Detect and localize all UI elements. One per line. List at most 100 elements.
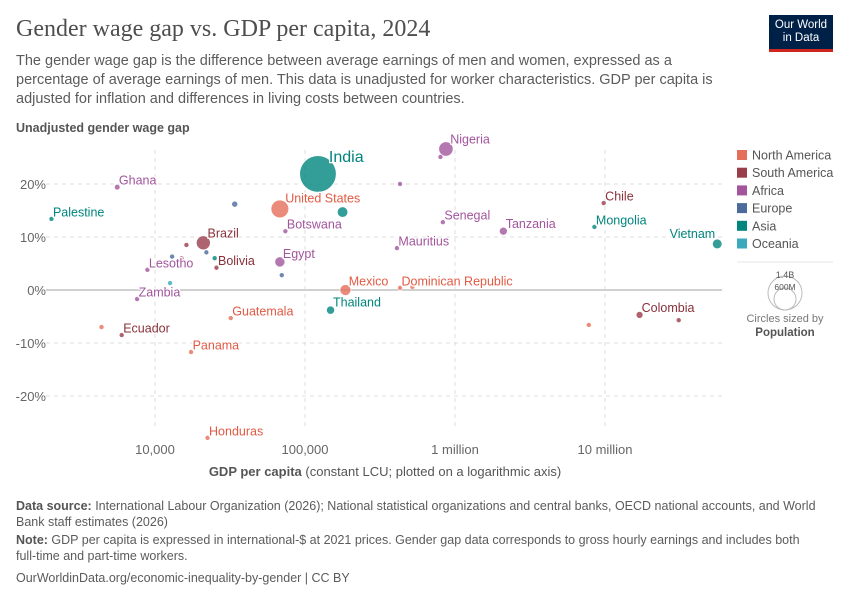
size-legend-circle-small bbox=[773, 287, 797, 311]
footer-url[interactable]: OurWorldinData.org/economic-inequality-b… bbox=[16, 571, 350, 585]
point-label: Guatemala bbox=[232, 305, 293, 319]
point-label: Nigeria bbox=[450, 133, 490, 147]
data-source: Data source: International Labour Organi… bbox=[16, 498, 816, 530]
point-label: Egypt bbox=[283, 247, 315, 261]
data-point bbox=[600, 200, 607, 206]
size-legend-large-label: 1.4B bbox=[776, 270, 795, 280]
point-label: Colombia bbox=[642, 301, 695, 315]
note-label: Note: bbox=[16, 533, 48, 547]
y-tick-label: -20% bbox=[16, 389, 47, 404]
y-tick-label: -10% bbox=[16, 336, 47, 351]
legend-swatch bbox=[737, 238, 747, 249]
data-point bbox=[336, 206, 349, 218]
x-tick-label: 1 million bbox=[431, 442, 479, 457]
x-tick-label: 10,000 bbox=[135, 442, 175, 457]
legend-item: North America bbox=[752, 149, 831, 163]
point-label: Bolivia bbox=[218, 254, 255, 268]
point-label: Chile bbox=[605, 190, 634, 204]
data-point bbox=[397, 285, 403, 291]
point-label: Ghana bbox=[119, 173, 157, 187]
data-point bbox=[134, 296, 140, 302]
point-label: Senegal bbox=[444, 209, 490, 223]
data-point bbox=[183, 242, 190, 248]
data-point bbox=[397, 181, 403, 187]
data-point bbox=[274, 256, 286, 268]
point-label: Lesotho bbox=[149, 256, 194, 270]
data-point bbox=[278, 272, 285, 278]
point-label: Dominican Republic bbox=[402, 274, 513, 288]
data-point bbox=[227, 315, 234, 321]
data-point bbox=[282, 228, 289, 234]
point-label: Honduras bbox=[209, 424, 263, 438]
owid-logo[interactable]: Our World in Data bbox=[769, 15, 833, 52]
data-point bbox=[213, 264, 220, 271]
legend-item: South America bbox=[752, 166, 833, 180]
legend-item: Europe bbox=[752, 202, 792, 216]
source-label: Data source: bbox=[16, 499, 92, 513]
note-text: GDP per capita is expressed in internati… bbox=[16, 533, 800, 563]
point-label: Ecuador bbox=[123, 322, 170, 336]
data-point bbox=[188, 349, 194, 355]
data-point bbox=[586, 322, 592, 328]
point-label: India bbox=[329, 149, 364, 166]
x-tick-label: 100,000 bbox=[282, 442, 329, 457]
size-legend-small-label: 600M bbox=[774, 282, 795, 292]
data-point bbox=[440, 219, 446, 225]
data-point bbox=[339, 284, 352, 296]
legend-swatch bbox=[737, 150, 747, 160]
chart-title: Gender wage gap vs. GDP per capita, 2024 bbox=[16, 16, 431, 42]
data-point bbox=[270, 199, 290, 219]
data-point bbox=[499, 226, 508, 236]
data-point bbox=[98, 324, 105, 330]
data-point bbox=[114, 184, 121, 191]
legend-swatch bbox=[737, 203, 747, 214]
legend-swatch bbox=[737, 220, 747, 231]
size-legend-caption: Circles sized by bbox=[746, 313, 824, 325]
data-point bbox=[231, 200, 239, 208]
data-point bbox=[675, 317, 682, 324]
data-point bbox=[211, 255, 218, 262]
data-point bbox=[712, 238, 723, 250]
source-text: International Labour Organization (2026)… bbox=[16, 499, 816, 529]
legend-swatch bbox=[737, 167, 747, 178]
size-legend-variable: Population bbox=[755, 327, 814, 339]
legend-item: Africa bbox=[752, 184, 784, 198]
point-label: Botswana bbox=[287, 218, 342, 232]
y-tick-label: 10% bbox=[20, 230, 46, 245]
data-point bbox=[144, 267, 151, 273]
chart-subtitle: The gender wage gap is the difference be… bbox=[16, 53, 713, 107]
y-axis-label: Unadjusted gender wage gap bbox=[16, 121, 190, 135]
point-label: Palestine bbox=[53, 205, 104, 219]
point-label: Mexico bbox=[349, 275, 389, 289]
legend-item: Asia bbox=[752, 219, 776, 233]
point-label: Mauritius bbox=[398, 235, 449, 249]
point-label: Brazil bbox=[208, 227, 239, 241]
data-point bbox=[48, 216, 55, 222]
point-label: Vietnam bbox=[670, 227, 716, 241]
x-tick-label: 10 million bbox=[578, 442, 633, 457]
point-label: Mongolia bbox=[596, 213, 647, 227]
data-point bbox=[178, 255, 185, 262]
data-point bbox=[438, 141, 454, 157]
data-point bbox=[196, 235, 211, 251]
y-tick-label: 20% bbox=[20, 177, 46, 192]
data-point bbox=[437, 154, 444, 160]
data-point bbox=[203, 249, 210, 256]
data-point bbox=[169, 253, 175, 260]
x-axis-label: GDP per capita (constant LCU; plotted on… bbox=[209, 464, 561, 479]
point-label: Thailand bbox=[333, 296, 381, 310]
data-point bbox=[118, 332, 125, 338]
data-point bbox=[635, 311, 644, 319]
data-point bbox=[409, 284, 416, 290]
data-point bbox=[591, 224, 598, 230]
data-point bbox=[204, 435, 211, 441]
point-label: United States bbox=[285, 192, 360, 206]
point-label: Panama bbox=[193, 339, 240, 353]
data-point bbox=[326, 305, 335, 315]
data-point bbox=[299, 155, 337, 193]
y-tick-label: 0% bbox=[27, 283, 46, 298]
data-point bbox=[394, 245, 400, 251]
point-label: Zambia bbox=[139, 286, 181, 300]
